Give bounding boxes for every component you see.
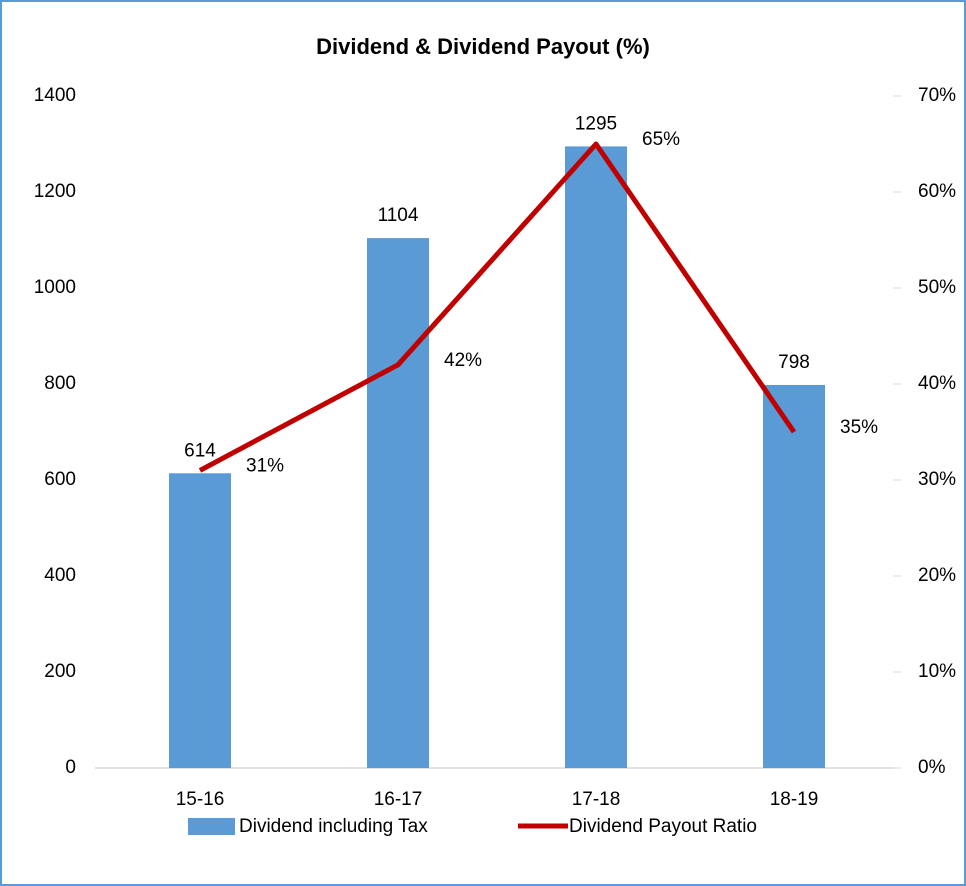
y2-tick-label: 30% <box>918 469 956 490</box>
bar <box>565 146 627 768</box>
bar-value-label: 614 <box>184 440 216 461</box>
y2-tick-label: 20% <box>918 565 956 586</box>
y-tick-label: 800 <box>44 373 76 394</box>
bar-value-label: 798 <box>778 352 810 373</box>
line-value-label: 35% <box>840 417 878 438</box>
legend-swatch <box>188 818 235 835</box>
line-value-label: 42% <box>444 350 482 371</box>
bar-value-label: 1295 <box>575 113 617 134</box>
x-tick-label: 17-18 <box>572 789 621 810</box>
bar <box>169 473 231 768</box>
y-tick-label: 1000 <box>34 277 76 298</box>
legend-label: Dividend including Tax <box>239 816 428 837</box>
bar <box>763 384 825 768</box>
line-value-label: 65% <box>642 129 680 150</box>
bar <box>367 238 429 768</box>
y-tick-label: 1400 <box>34 85 76 106</box>
y2-tick-label: 70% <box>918 85 956 106</box>
chart-title: Dividend & Dividend Payout (%) <box>316 34 650 59</box>
y-tick-label: 1200 <box>34 181 76 202</box>
y-tick-label: 400 <box>44 565 76 586</box>
y-tick-label: 600 <box>44 469 76 490</box>
x-tick-label: 16-17 <box>374 789 423 810</box>
y-tick-label: 0 <box>65 757 76 778</box>
y2-tick-label: 60% <box>918 181 956 202</box>
line-value-label: 31% <box>246 455 284 476</box>
y-tick-label: 200 <box>44 661 76 682</box>
y2-tick-label: 40% <box>918 373 956 394</box>
y2-tick-label: 10% <box>918 661 956 682</box>
x-tick-label: 18-19 <box>770 789 819 810</box>
legend-label: Dividend Payout Ratio <box>569 816 757 837</box>
x-tick-label: 15-16 <box>176 789 225 810</box>
bar-value-label: 1104 <box>378 205 419 226</box>
y2-tick-label: 0% <box>918 757 946 778</box>
y2-tick-label: 50% <box>918 277 956 298</box>
line <box>198 141 797 473</box>
